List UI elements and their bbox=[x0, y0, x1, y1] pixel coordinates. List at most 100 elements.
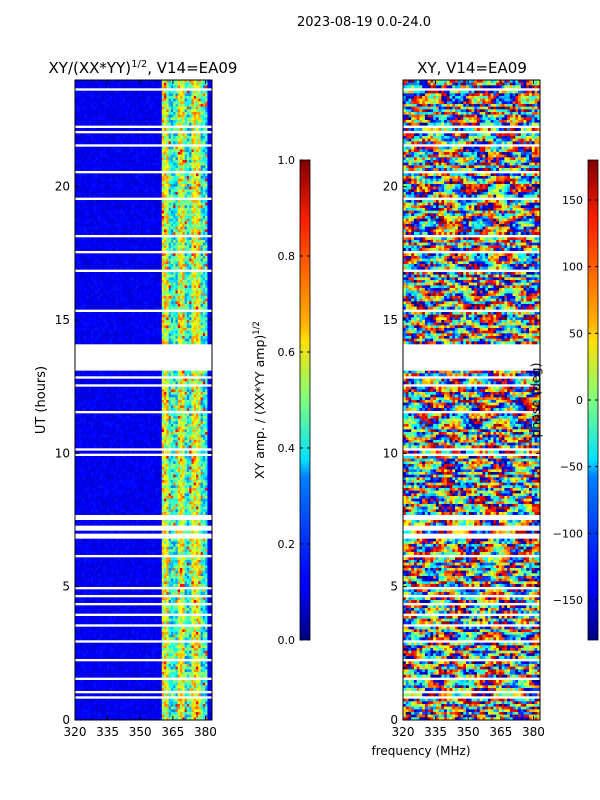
ratio-heatmap-cell bbox=[182, 173, 185, 176]
ratio-heatmap-cell bbox=[182, 109, 185, 112]
ratio-heatmap-cell bbox=[201, 136, 204, 139]
ratio-heatmap-cell bbox=[114, 187, 117, 190]
ratio-heatmap-cell bbox=[116, 179, 119, 182]
ratio-heatmap-cell bbox=[116, 253, 119, 256]
ratio-heatmap-cell bbox=[105, 227, 108, 230]
ratio-heatmap-cell bbox=[116, 203, 119, 206]
ratio-heatmap-cell bbox=[166, 83, 169, 86]
ratio-heatmap-cell bbox=[178, 200, 181, 203]
ratio-heatmap-cell bbox=[150, 163, 153, 166]
ratio-heatmap-cell bbox=[114, 237, 117, 240]
ratio-heatmap-cell bbox=[100, 141, 103, 144]
ratio-heatmap-cell bbox=[194, 173, 197, 176]
ratio-heatmap-cell bbox=[121, 168, 124, 171]
ratio-heatmap-cell bbox=[82, 195, 85, 198]
ratio-heatmap-cell bbox=[178, 216, 181, 219]
ratio-heatmap-cell bbox=[114, 213, 117, 216]
ratio-heatmap-cell bbox=[144, 115, 147, 118]
ratio-heatmap-cell bbox=[159, 211, 162, 214]
ratio-heatmap-cell bbox=[207, 229, 210, 232]
ratio-heatmap-cell bbox=[91, 253, 94, 256]
ratio-heatmap-cell bbox=[141, 173, 144, 176]
ratio-heatmap-cell bbox=[164, 120, 167, 123]
ratio-heatmap-cell bbox=[82, 179, 85, 182]
ratio-heatmap-cell bbox=[153, 203, 156, 206]
ratio-heatmap-cell bbox=[121, 85, 124, 88]
ratio-heatmap-cell bbox=[180, 104, 183, 107]
ratio-heatmap-cell bbox=[105, 128, 108, 131]
ratio-heatmap-cell bbox=[89, 83, 92, 86]
ratio-heatmap-cell bbox=[82, 208, 85, 211]
ratio-heatmap-cell bbox=[187, 96, 190, 99]
ratio-heatmap-cell bbox=[185, 107, 188, 110]
ratio-heatmap-cell bbox=[201, 141, 204, 144]
ratio-heatmap-cell bbox=[96, 248, 99, 251]
ratio-heatmap-cell bbox=[162, 112, 165, 115]
ratio-heatmap-cell bbox=[182, 179, 185, 182]
ratio-heatmap-cell bbox=[150, 240, 153, 243]
ratio-heatmap-cell bbox=[148, 227, 151, 230]
ratio-heatmap-cell bbox=[185, 149, 188, 152]
ratio-heatmap-cell bbox=[84, 179, 87, 182]
ratio-heatmap-cell bbox=[201, 155, 204, 158]
ratio-heatmap-cell bbox=[89, 245, 92, 248]
ratio-heatmap-cell bbox=[191, 101, 194, 104]
ratio-heatmap-cell bbox=[180, 160, 183, 163]
ratio-heatmap-cell bbox=[187, 136, 190, 139]
ratio-heatmap-cell bbox=[91, 227, 94, 230]
ratio-heatmap-cell bbox=[155, 205, 158, 208]
ratio-heatmap-cell bbox=[182, 133, 185, 136]
ratio-heatmap-cell bbox=[155, 173, 158, 176]
ratio-heatmap-cell bbox=[166, 203, 169, 206]
ratio-heatmap-cell bbox=[205, 85, 208, 88]
ratio-heatmap-cell bbox=[134, 107, 137, 110]
ratio-heatmap-cell bbox=[114, 115, 117, 118]
ratio-heatmap-cell bbox=[173, 200, 176, 203]
ratio-heatmap-cell bbox=[107, 176, 110, 179]
ratio-heatmap-cell bbox=[157, 157, 160, 160]
ratio-heatmap-cell bbox=[102, 141, 105, 144]
ratio-heatmap-cell bbox=[171, 213, 174, 216]
ratio-heatmap-cell bbox=[125, 157, 128, 160]
ratio-heatmap-cell bbox=[173, 176, 176, 179]
ratio-heatmap-cell bbox=[191, 157, 194, 160]
ratio-heatmap-cell bbox=[130, 128, 133, 131]
ratio-heatmap-cell bbox=[77, 168, 80, 171]
ratio-heatmap-cell bbox=[91, 224, 94, 227]
ratio-heatmap-cell bbox=[77, 200, 80, 203]
ratio-heatmap-cell bbox=[96, 216, 99, 219]
ratio-heatmap-cell bbox=[109, 160, 112, 163]
ratio-heatmap-cell bbox=[155, 227, 158, 230]
ratio-heatmap-cell bbox=[169, 200, 172, 203]
ratio-heatmap-cell bbox=[93, 112, 96, 115]
ratio-heatmap-cell bbox=[153, 253, 156, 256]
ratio-heatmap-cell bbox=[148, 248, 151, 251]
ratio-heatmap-cell bbox=[194, 115, 197, 118]
ratio-heatmap-cell bbox=[159, 219, 162, 222]
ratio-heatmap-cell bbox=[137, 104, 140, 107]
ratio-heatmap-cell bbox=[114, 224, 117, 227]
ratio-heatmap-cell bbox=[169, 85, 172, 88]
ratio-heatmap-cell bbox=[159, 123, 162, 126]
ratio-heatmap-cell bbox=[139, 227, 142, 230]
ratio-heatmap-cell bbox=[187, 133, 190, 136]
ratio-heatmap-cell bbox=[205, 96, 208, 99]
ratio-heatmap-cell bbox=[187, 192, 190, 195]
ratio-heatmap-cell bbox=[198, 112, 201, 115]
ratio-heatmap-cell bbox=[86, 136, 89, 139]
ratio-heatmap-cell bbox=[77, 240, 80, 243]
ratio-heatmap-cell bbox=[153, 117, 156, 120]
ratio-heatmap-cell bbox=[194, 229, 197, 232]
ratio-heatmap-cell bbox=[105, 123, 108, 126]
ratio-heatmap-cell bbox=[96, 163, 99, 166]
ratio-heatmap-cell bbox=[159, 93, 162, 96]
ratio-heatmap-cell bbox=[185, 141, 188, 144]
ratio-heatmap-cell bbox=[137, 96, 140, 99]
ratio-heatmap-cell bbox=[153, 104, 156, 107]
ratio-heatmap-cell bbox=[89, 213, 92, 216]
ratio-heatmap-cell bbox=[84, 195, 87, 198]
ratio-heatmap-cell bbox=[166, 216, 169, 219]
ratio-heatmap-cell bbox=[121, 192, 124, 195]
ratio-heatmap-cell bbox=[80, 237, 83, 240]
ratio-heatmap-cell bbox=[164, 243, 167, 246]
